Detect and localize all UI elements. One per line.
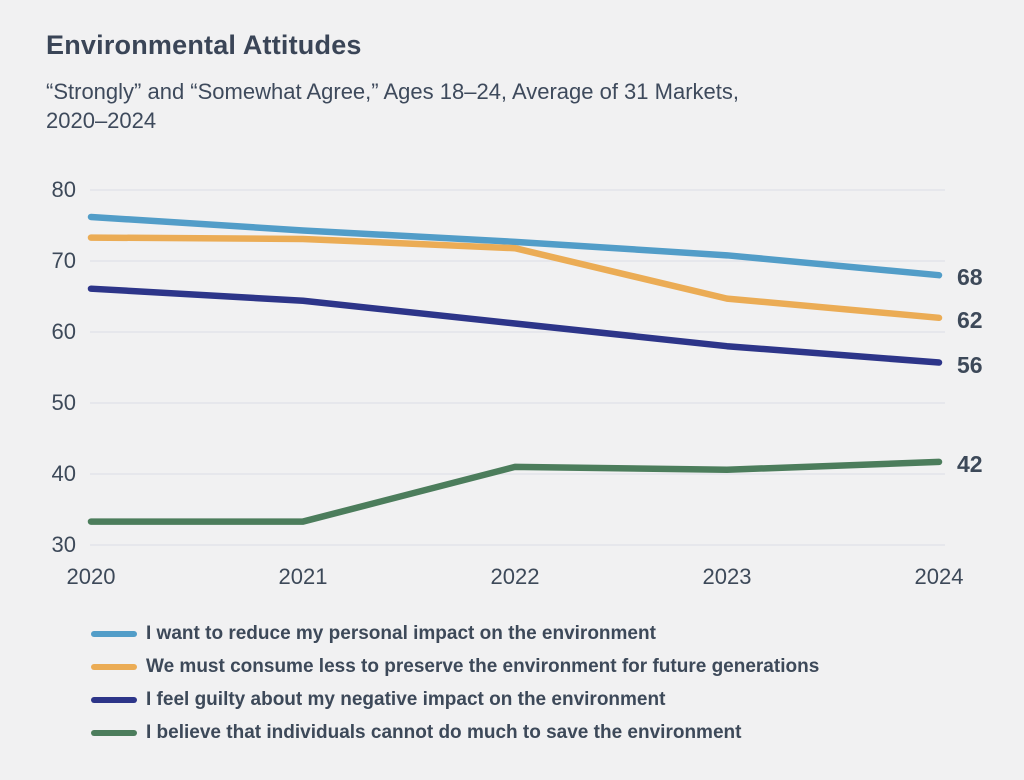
legend-label: I want to reduce my personal impact on t…	[146, 622, 656, 644]
y-tick-label: 60	[51, 319, 76, 344]
legend-item: I feel guilty about my negative impact o…	[91, 683, 819, 716]
chart-subtitle: “Strongly” and “Somewhat Agree,” Ages 18…	[46, 77, 739, 135]
legend-label: I feel guilty about my negative impact o…	[146, 688, 666, 710]
x-tick-label: 2020	[66, 564, 116, 589]
x-tick-label: 2022	[490, 564, 540, 589]
x-tick-label: 2023	[702, 564, 752, 589]
series-end-label: 56	[957, 351, 983, 378]
legend-swatch	[91, 630, 137, 637]
series-line	[87, 213, 943, 279]
legend-label: We must consume less to preserve the env…	[146, 655, 820, 677]
y-tick-label: 40	[51, 461, 76, 486]
chart-subtitle-line-1: “Strongly” and “Somewhat Agree,” Ages 18…	[46, 79, 739, 104]
chart-subtitle-line-2: 2020–2024	[46, 108, 157, 133]
series-line	[87, 458, 943, 525]
y-tick-label: 30	[51, 532, 76, 557]
series-end-label: 68	[957, 264, 983, 291]
x-tick-label: 2024	[914, 564, 964, 589]
y-tick-label: 50	[51, 390, 76, 415]
series-line	[87, 234, 943, 322]
legend-swatch	[91, 729, 137, 736]
legend-item: I believe that individuals cannot do muc…	[91, 716, 819, 749]
chart-title: Environmental Attitudes	[46, 30, 362, 60]
legend-swatch	[91, 663, 137, 670]
y-tick-label: 70	[51, 248, 76, 273]
series-end-label: 62	[957, 306, 983, 333]
y-tick-label: 80	[51, 177, 76, 202]
legend-item: I want to reduce my personal impact on t…	[91, 617, 819, 650]
legend: I want to reduce my personal impact on t…	[91, 617, 819, 749]
series-line	[87, 285, 943, 366]
x-tick-label: 2021	[278, 564, 328, 589]
legend-label: I believe that individuals cannot do muc…	[146, 721, 742, 743]
legend-swatch	[91, 696, 137, 703]
legend-item: We must consume less to preserve the env…	[91, 650, 819, 683]
series-end-label: 42	[957, 450, 983, 477]
